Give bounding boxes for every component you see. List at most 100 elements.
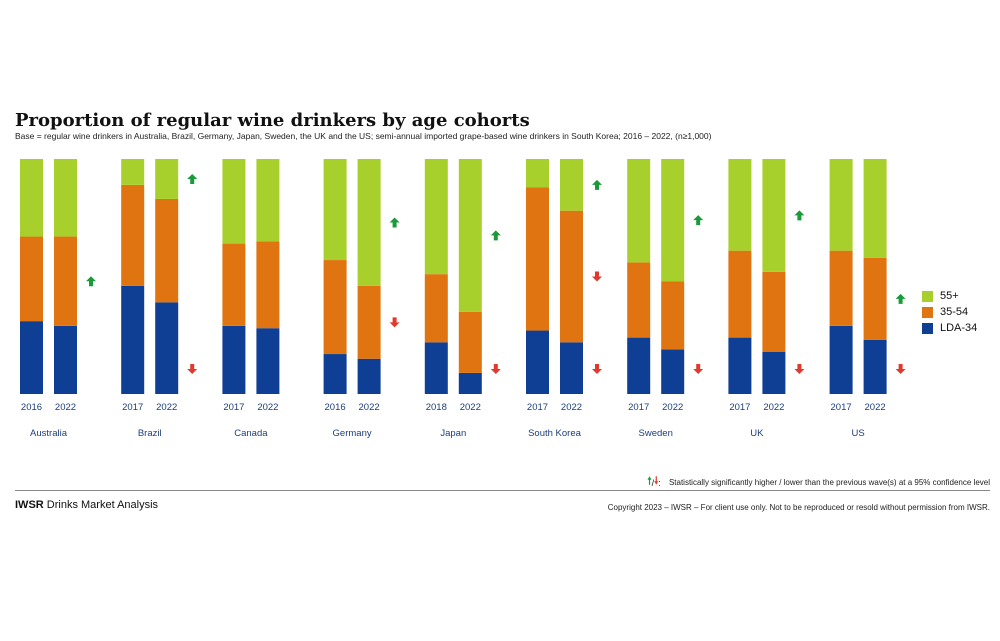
footer-divider bbox=[15, 490, 990, 491]
bar-segment-australia-2022-55 bbox=[54, 159, 77, 237]
country-label: Germany bbox=[333, 428, 372, 439]
bar-segment-australia-2016-lda-34 bbox=[20, 321, 43, 394]
stacked-bar-chart: 2016 2022 Australia 2017 2022 Brazil 2017 2022 C… bbox=[20, 159, 906, 439]
legend-item-55plus: 55+ bbox=[922, 288, 977, 304]
country-group-australia: 2016 2022 Australia bbox=[20, 159, 96, 439]
bar-segment-australia-2022-lda-34 bbox=[54, 325, 77, 394]
year-tick-label: 2022 bbox=[359, 402, 380, 413]
significance-down-icon bbox=[490, 364, 501, 374]
bar-segment-sweden-2022-lda-34 bbox=[661, 349, 685, 394]
bar-segment-germany-2016-lda-34 bbox=[323, 354, 347, 394]
country-label: Canada bbox=[234, 428, 268, 439]
year-tick-label: 2016 bbox=[21, 402, 42, 413]
bar-segment-sweden-2017-lda-34 bbox=[627, 337, 651, 394]
country-label: US bbox=[851, 428, 864, 439]
bar-segment-australia-2016-55 bbox=[20, 159, 43, 237]
brand-logo: IWSR Drinks Market Analysis bbox=[15, 499, 158, 511]
bar-segment-south-korea-2022-35-54 bbox=[560, 210, 583, 343]
bar-segment-uk-2017-35-54 bbox=[728, 250, 752, 338]
year-tick-label: 2017 bbox=[527, 402, 548, 413]
arrow-up-icon: 🠕 bbox=[647, 476, 652, 487]
significance-up-icon bbox=[693, 215, 704, 226]
bar-segment-brazil-2022-35-54 bbox=[155, 198, 179, 303]
bar-segment-brazil-2022-55 bbox=[155, 159, 179, 199]
significance-note: Statistically significantly higher / low… bbox=[668, 478, 990, 487]
bar-segment-japan-2022-35-54 bbox=[458, 311, 482, 373]
year-tick-label: 2017 bbox=[628, 402, 649, 413]
chart-title: Proportion of regular wine drinkers by a… bbox=[15, 110, 530, 131]
year-tick-label: 2022 bbox=[561, 402, 582, 413]
year-tick-label: 2022 bbox=[156, 402, 177, 413]
bar-segment-sweden-2022-35-54 bbox=[661, 281, 685, 350]
country-group-uk: 2017 2022 UK bbox=[728, 159, 805, 439]
bar-segment-sweden-2017-35-54 bbox=[627, 262, 651, 338]
bar-segment-japan-2022-55 bbox=[458, 159, 482, 312]
bar-segment-uk-2022-55 bbox=[762, 159, 786, 272]
significance-down-icon bbox=[693, 364, 704, 374]
bar-segment-south-korea-2022-lda-34 bbox=[560, 342, 583, 394]
bar-segment-germany-2022-35-54 bbox=[357, 285, 381, 359]
legend-item-lda-34: LDA-34 bbox=[922, 320, 977, 336]
bar-segment-brazil-2017-35-54 bbox=[121, 184, 145, 286]
brand-bold: IWSR bbox=[15, 499, 44, 511]
bar-segment-us-2017-35-54 bbox=[829, 250, 853, 326]
country-label: Japan bbox=[440, 428, 466, 439]
year-tick-label: 2022 bbox=[55, 402, 76, 413]
legend-item-35-54: 35-54 bbox=[922, 304, 977, 320]
year-tick-label: 2022 bbox=[662, 402, 683, 413]
bar-segment-canada-2022-35-54 bbox=[256, 241, 280, 329]
bar-segment-canada-2017-lda-34 bbox=[222, 325, 246, 394]
country-group-canada: 2017 2022 Canada bbox=[222, 159, 280, 439]
bar-segment-south-korea-2017-lda-34 bbox=[526, 330, 549, 394]
arrow-down-icon: 🠗 bbox=[654, 476, 659, 487]
bar-segment-canada-2022-55 bbox=[256, 159, 280, 242]
bar-segment-uk-2017-lda-34 bbox=[728, 337, 752, 394]
bar-segment-us-2017-lda-34 bbox=[829, 325, 853, 394]
bar-segment-germany-2022-55 bbox=[357, 159, 381, 286]
chart-subtitle: Base = regular wine drinkers in Australi… bbox=[15, 131, 712, 141]
bar-segment-australia-2016-35-54 bbox=[20, 236, 43, 322]
bar-segment-canada-2022-lda-34 bbox=[256, 328, 280, 394]
country-group-germany: 2016 2022 Germany bbox=[323, 159, 400, 439]
bar-segment-japan-2018-lda-34 bbox=[424, 342, 448, 394]
significance-up-icon bbox=[389, 217, 400, 228]
bar-segment-japan-2022-lda-34 bbox=[458, 372, 482, 394]
significance-down-icon bbox=[187, 364, 198, 374]
bar-segment-australia-2022-35-54 bbox=[54, 236, 77, 326]
significance-down-icon bbox=[592, 271, 602, 282]
bar-segment-uk-2017-55 bbox=[728, 159, 752, 251]
year-tick-label: 2022 bbox=[460, 402, 481, 413]
significance-footnote: 🠕 / 🠗: Statistically significantly higher … bbox=[647, 474, 990, 491]
significance-down-icon bbox=[389, 317, 400, 328]
bar-segment-south-korea-2017-55 bbox=[526, 159, 549, 188]
significance-key: 🠕 / 🠗: bbox=[647, 474, 661, 491]
bar-segment-south-korea-2022-55 bbox=[560, 159, 583, 211]
legend-swatch-lda-34 bbox=[922, 322, 933, 334]
bar-segment-germany-2022-lda-34 bbox=[357, 358, 381, 394]
country-label: Brazil bbox=[138, 428, 162, 439]
bar-segment-uk-2022-35-54 bbox=[762, 271, 786, 352]
significance-up-icon bbox=[794, 210, 805, 221]
bar-segment-brazil-2022-lda-34 bbox=[155, 302, 179, 394]
significance-down-icon bbox=[895, 364, 906, 374]
country-group-us: 2017 2022 US bbox=[829, 159, 906, 439]
significance-down-icon bbox=[592, 364, 602, 374]
bar-segment-brazil-2017-55 bbox=[121, 159, 145, 185]
year-tick-label: 2017 bbox=[122, 402, 143, 413]
country-label: South Korea bbox=[528, 428, 582, 439]
bar-segment-canada-2017-55 bbox=[222, 159, 246, 244]
legend-label-35-54: 35-54 bbox=[940, 306, 969, 318]
year-tick-label: 2016 bbox=[325, 402, 346, 413]
country-label: UK bbox=[750, 428, 764, 439]
year-tick-label: 2022 bbox=[865, 402, 886, 413]
copyright-text: Copyright 2023 – IWSR – For client use o… bbox=[607, 503, 990, 512]
country-group-japan: 2018 2022 Japan bbox=[424, 159, 501, 439]
significance-up-icon bbox=[490, 230, 501, 241]
bar-segment-us-2022-55 bbox=[863, 159, 887, 258]
significance-up-icon bbox=[86, 276, 96, 287]
legend-swatch-55plus bbox=[922, 290, 933, 302]
bar-segment-canada-2017-35-54 bbox=[222, 243, 246, 326]
significance-up-icon bbox=[592, 179, 602, 190]
bar-segment-japan-2018-35-54 bbox=[424, 274, 448, 343]
legend-label-55plus: 55+ bbox=[940, 290, 959, 302]
